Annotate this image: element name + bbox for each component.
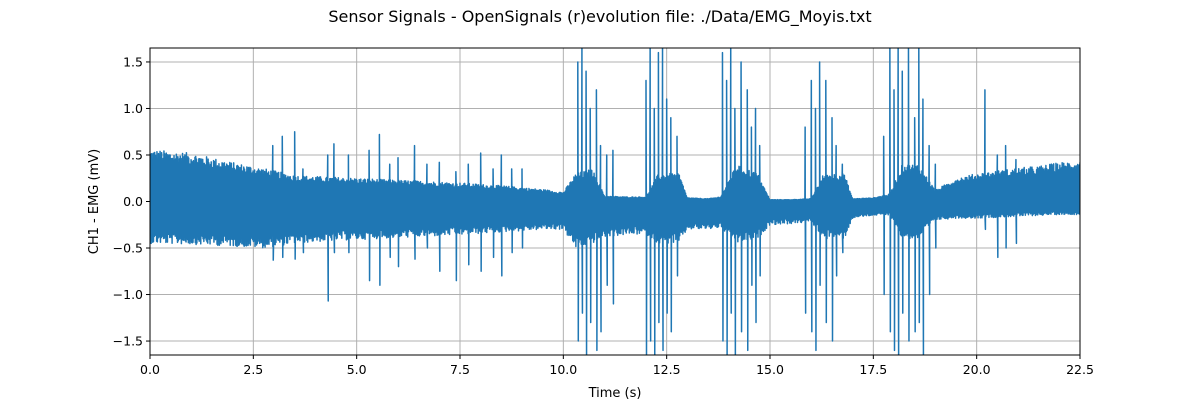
- series-layer: [150, 48, 1080, 355]
- x-tick-label: 7.5: [450, 362, 470, 377]
- x-axis: 0.0 2.5 5.0 7.5 10.0 12.5 15.0 17.5 20.0 22.5: [140, 355, 1094, 377]
- x-tick-label: 15.0: [756, 362, 784, 377]
- y-tick-label: 0.5: [123, 147, 143, 162]
- y-tick-label: −1.0: [113, 287, 143, 302]
- x-tick-label: 0.0: [140, 362, 160, 377]
- y-axis: −1.5 −1.0 −0.5 0.0 0.5 1.0 1.5: [113, 54, 150, 349]
- x-tick-label: 20.0: [963, 362, 991, 377]
- y-tick-label: −0.5: [113, 241, 143, 256]
- y-tick-label: −1.5: [113, 334, 143, 349]
- x-tick-label: 22.5: [1066, 362, 1094, 377]
- x-tick-label: 2.5: [243, 362, 263, 377]
- chart-title: Sensor Signals - OpenSignals (r)evolutio…: [328, 7, 871, 27]
- x-tick-label: 5.0: [347, 362, 367, 377]
- x-axis-label: Time (s): [588, 386, 642, 400]
- x-tick-label: 12.5: [653, 362, 681, 377]
- x-tick-label: 17.5: [859, 362, 887, 377]
- y-tick-label: 1.0: [123, 101, 143, 116]
- y-axis-label: CH1 - EMG (mV): [87, 149, 102, 254]
- y-tick-label: 0.0: [123, 194, 143, 209]
- y-tick-label: 1.5: [123, 54, 143, 69]
- series-line: [150, 48, 1080, 355]
- x-tick-label: 10.0: [549, 362, 577, 377]
